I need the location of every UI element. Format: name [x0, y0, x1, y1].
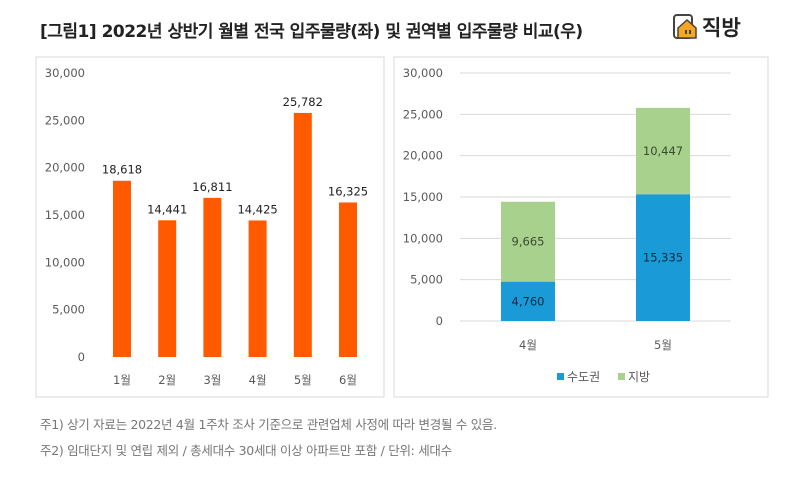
y-tick-label: 20,000 — [403, 149, 443, 163]
x-tick-label: 1월 — [113, 373, 131, 387]
footnote-2: 주2) 임대단지 및 연립 제외 / 총세대수 30세대 이상 아파트만 포함 … — [40, 443, 452, 458]
x-tick-label: 5월 — [294, 373, 312, 387]
data-label: 16,811 — [192, 180, 232, 194]
y-tick-label: 25,000 — [45, 113, 85, 127]
bar — [203, 197, 222, 357]
legend-swatch — [618, 373, 625, 380]
regional-chart: 0 5,000 10,000 15,000 20,000 25,000 30,000 4,76… — [403, 66, 731, 384]
data-label: 14,441 — [147, 202, 187, 216]
bar-segment — [501, 281, 555, 321]
y-tick-label: 5,000 — [52, 303, 85, 317]
x-tick-label: 5월 — [654, 338, 672, 352]
data-label: 9,665 — [512, 235, 545, 249]
y-tick-label: 15,000 — [403, 190, 443, 204]
logo-text: 직방 — [702, 16, 741, 40]
footnote-1: 주1) 상기 자료는 2022년 4월 1주차 조사 기준으로 관련업체 사정에… — [40, 417, 497, 432]
y-tick-label: 25,000 — [403, 107, 443, 121]
bar — [158, 220, 177, 357]
y-tick-label: 10,000 — [45, 255, 85, 269]
legend-label: 수도권 — [567, 370, 600, 384]
x-tick-label: 3월 — [203, 373, 221, 387]
y-tick-label: 30,000 — [45, 66, 85, 80]
data-label: 16,325 — [328, 184, 368, 198]
data-label: 10,447 — [643, 144, 683, 158]
data-label: 25,782 — [283, 95, 323, 109]
x-tick-label: 2월 — [158, 373, 176, 387]
data-label: 18,618 — [102, 163, 142, 177]
bar — [293, 112, 312, 358]
y-tick-label: 5,000 — [410, 273, 443, 287]
legend-swatch — [557, 373, 564, 380]
house-icon — [673, 14, 697, 39]
y-tick-label: 0 — [436, 314, 443, 328]
data-label: 4,760 — [512, 294, 545, 308]
y-tick-label: 15,000 — [45, 208, 85, 222]
x-tick-label: 6월 — [339, 373, 357, 387]
x-tick-label: 4월 — [519, 338, 537, 352]
data-label: 15,335 — [643, 251, 683, 265]
bar — [339, 202, 357, 357]
monthly-chart: 0 5,000 10,000 15,000 20,000 25,000 30,000 18,6… — [45, 66, 368, 387]
y-tick-label: 0 — [78, 350, 85, 364]
legend-label: 지방 — [628, 370, 650, 384]
y-tick-label: 30,000 — [403, 66, 443, 80]
bar-segment — [636, 107, 690, 195]
right-chart-frame — [393, 56, 769, 398]
page-title: [그림1] 2022년 상반기 월별 전국 입주물량(좌) 및 권역별 입주물량… — [40, 22, 583, 42]
x-tick-label: 4월 — [249, 373, 267, 387]
y-tick-label: 20,000 — [45, 161, 85, 175]
bar-segment — [501, 201, 555, 282]
bar-segment — [636, 194, 690, 321]
data-label: 14,425 — [237, 202, 277, 216]
bar — [248, 220, 267, 357]
y-tick-label: 10,000 — [403, 231, 443, 245]
zigbang-logo: 직방 — [672, 12, 741, 42]
bar — [113, 180, 131, 357]
